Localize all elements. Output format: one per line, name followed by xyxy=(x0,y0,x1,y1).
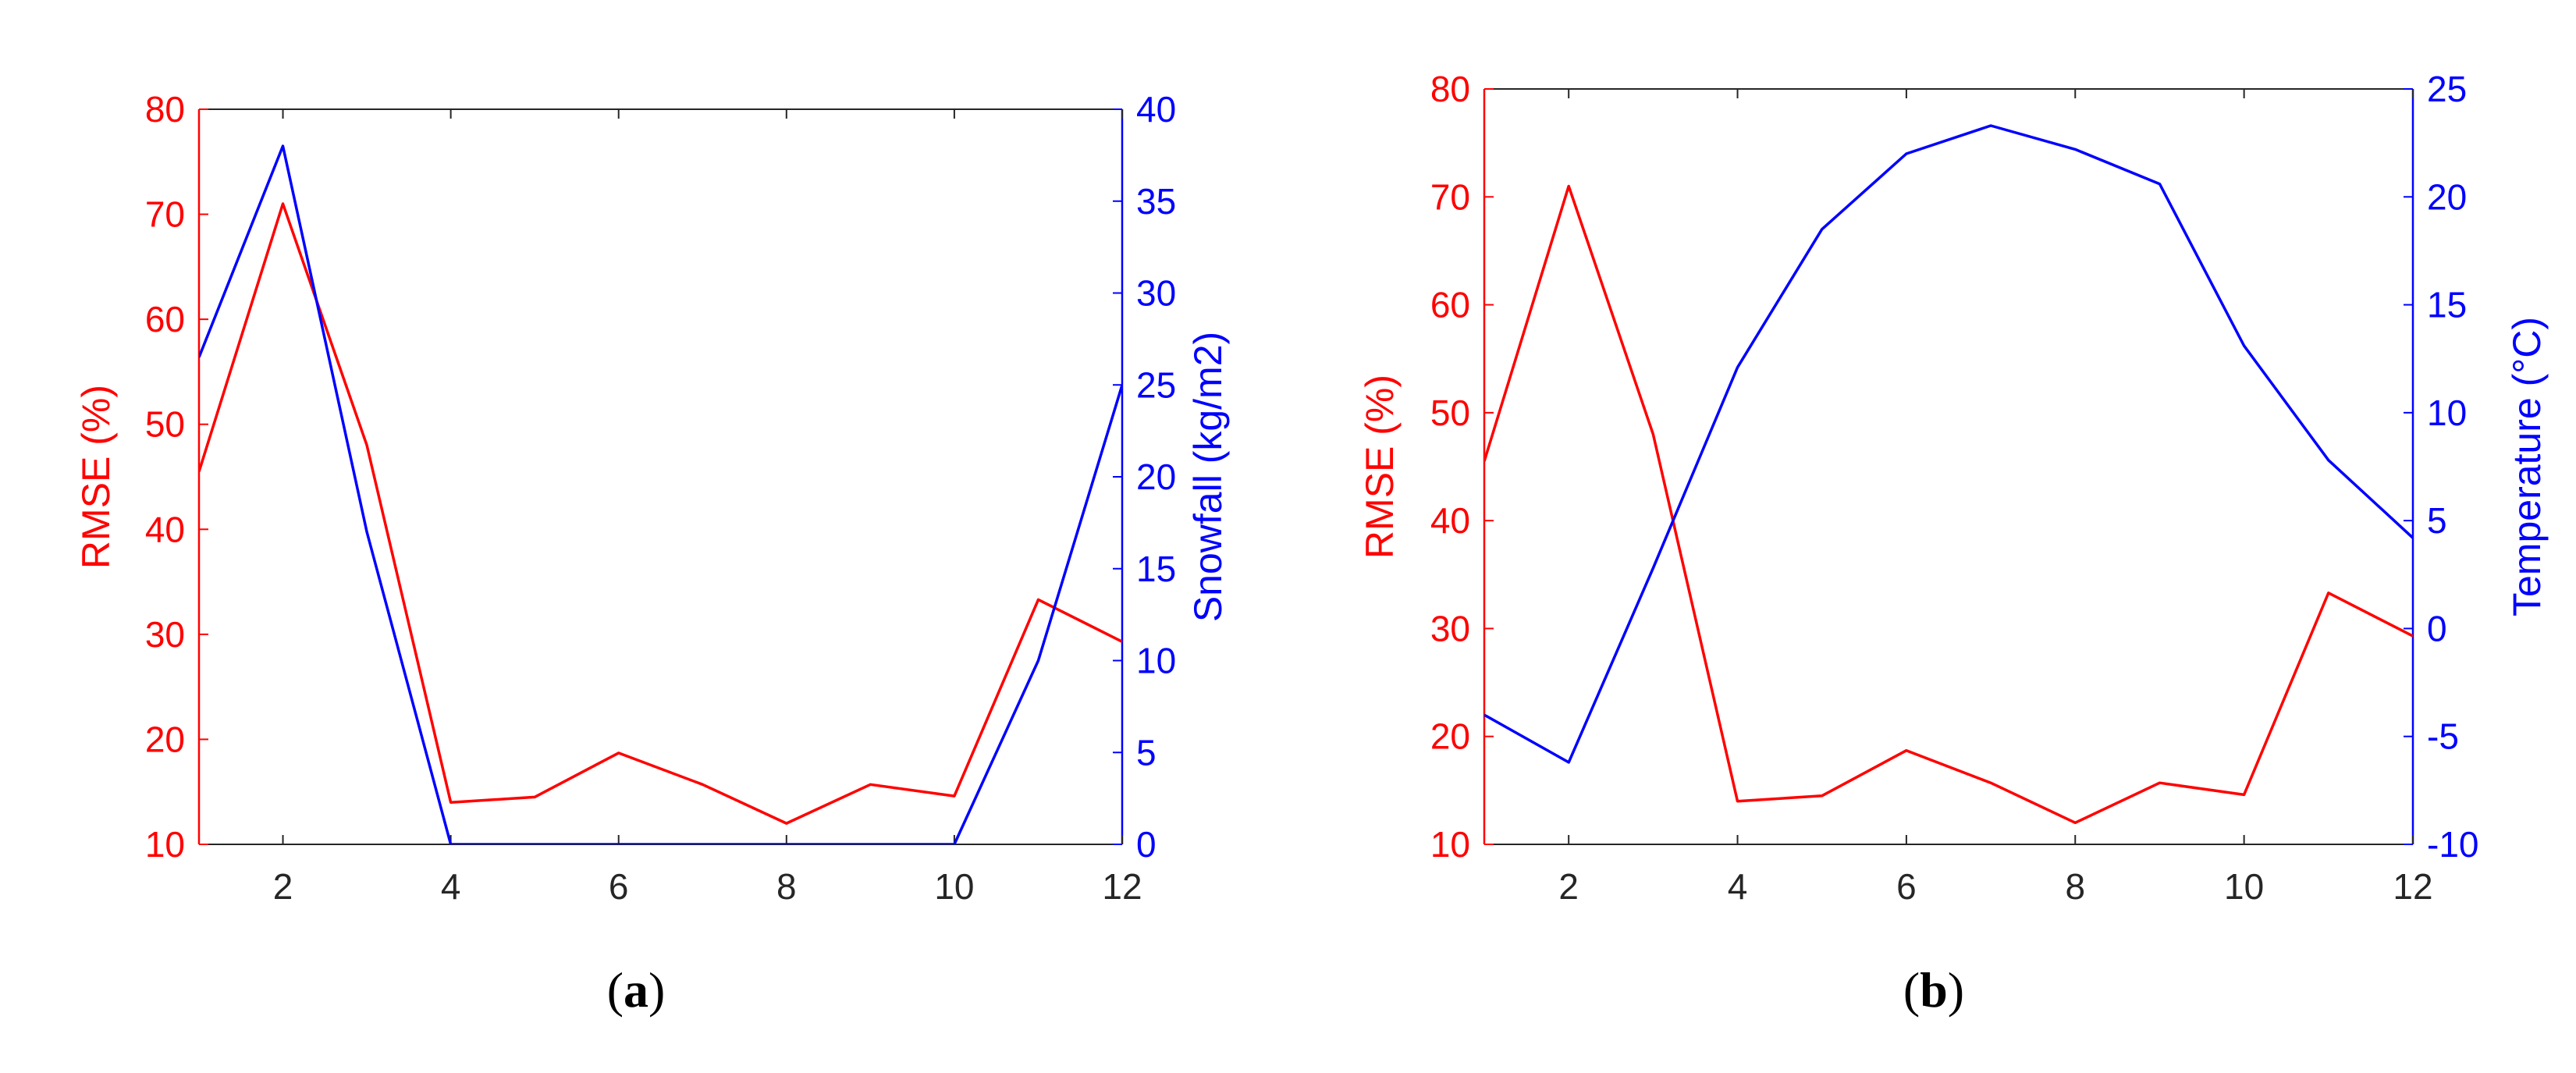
right-y-tick-label: 5 xyxy=(2427,500,2447,541)
panel-label-open: ( xyxy=(607,962,624,1018)
left-y-tick-label: 30 xyxy=(145,614,185,655)
left-y-tick-label: 30 xyxy=(1430,608,1470,648)
right-y-tick-label: -10 xyxy=(2427,824,2478,865)
left-y-tick-label: 80 xyxy=(145,89,185,130)
panel-label: (a) xyxy=(607,962,666,1018)
right-y-tick-label: 30 xyxy=(1136,273,1176,314)
x-tick-label: 10 xyxy=(934,866,974,907)
right-y-tick-label: 10 xyxy=(1136,641,1176,681)
left-y-tick-label: 70 xyxy=(1430,176,1470,217)
panel-label-letter: b xyxy=(1920,962,1948,1018)
x-tick-label: 4 xyxy=(1728,866,1748,907)
panel-label-letter: a xyxy=(624,962,648,1018)
right-y-tick-label: 5 xyxy=(1136,732,1157,773)
x-tick-label: 8 xyxy=(2065,866,2085,907)
left-y-tick-label: 10 xyxy=(1430,824,1470,865)
x-tick-label: 6 xyxy=(1896,866,1917,907)
x-tick-label: 12 xyxy=(2393,866,2432,907)
left-y-tick-label: 70 xyxy=(145,194,185,235)
x-tick-label: 12 xyxy=(1102,866,1142,907)
left-y-tick-label: 60 xyxy=(1430,285,1470,325)
x-tick-label: 8 xyxy=(776,866,797,907)
left-y-tick-label: 80 xyxy=(1430,69,1470,109)
panel-a: 2 4 6 8 10 12 10 20 30 40 50 60 70 80 0 5 10 15 20 25 30 35 40… xyxy=(74,89,1230,1018)
panel-b: 2 4 6 8 10 12 10 20 30 40 50 60 70 80 -10 -5 0 5 10 15 20 25 R… xyxy=(1358,69,2549,1018)
rmse-series-line xyxy=(199,202,1122,825)
rmse-series-line xyxy=(1484,184,2413,825)
x-tick-label: 10 xyxy=(2224,866,2264,907)
right-y-tick-label: 20 xyxy=(1136,457,1176,497)
panel-label-open: ( xyxy=(1903,962,1920,1018)
right-y-tick-label: 35 xyxy=(1136,181,1176,222)
left-y-tick-label: 20 xyxy=(1430,716,1470,757)
left-y-tick-label: 20 xyxy=(145,719,185,759)
left-y-tick-label: 50 xyxy=(145,404,185,445)
x-tick-label: 4 xyxy=(441,866,461,907)
left-y-tick-label: 60 xyxy=(145,299,185,339)
right-y-tick-label: 0 xyxy=(1136,824,1157,865)
right-y-tick-label: 15 xyxy=(2427,285,2467,325)
right-y-axis-label: Temperature (°C) xyxy=(2505,317,2549,616)
panel-label-close: ) xyxy=(648,962,665,1018)
right-y-tick-label: 10 xyxy=(2427,393,2467,433)
right-y-tick-label: 25 xyxy=(2427,69,2467,109)
right-y-tick-label: 25 xyxy=(1136,364,1176,405)
right-y-tick-label: 15 xyxy=(1136,549,1176,589)
left-y-tick-label: 10 xyxy=(145,824,185,865)
x-tick-label: 2 xyxy=(273,866,293,907)
panel-label: (b) xyxy=(1903,962,1964,1018)
right-y-axis-label: Snowfall (kg/m2) xyxy=(1186,332,1230,622)
x-tick-label: 2 xyxy=(1558,866,1579,907)
x-tick-label: 6 xyxy=(609,866,629,907)
right-y-tick-label: 40 xyxy=(1136,89,1176,130)
left-y-tick-label: 40 xyxy=(1430,500,1470,541)
right-axis-series-line xyxy=(1484,124,2413,764)
left-y-tick-label: 50 xyxy=(1430,393,1470,433)
right-y-tick-label: -5 xyxy=(2427,716,2459,757)
right-y-tick-label: 20 xyxy=(2427,176,2467,217)
right-axis-series-line xyxy=(199,144,1122,844)
left-y-tick-label: 40 xyxy=(145,509,185,549)
left-y-axis-label: RMSE (%) xyxy=(74,385,118,569)
right-y-tick-label: 0 xyxy=(2427,608,2447,648)
left-y-axis-label: RMSE (%) xyxy=(1358,375,1402,559)
panel-label-close: ) xyxy=(1948,962,1964,1018)
